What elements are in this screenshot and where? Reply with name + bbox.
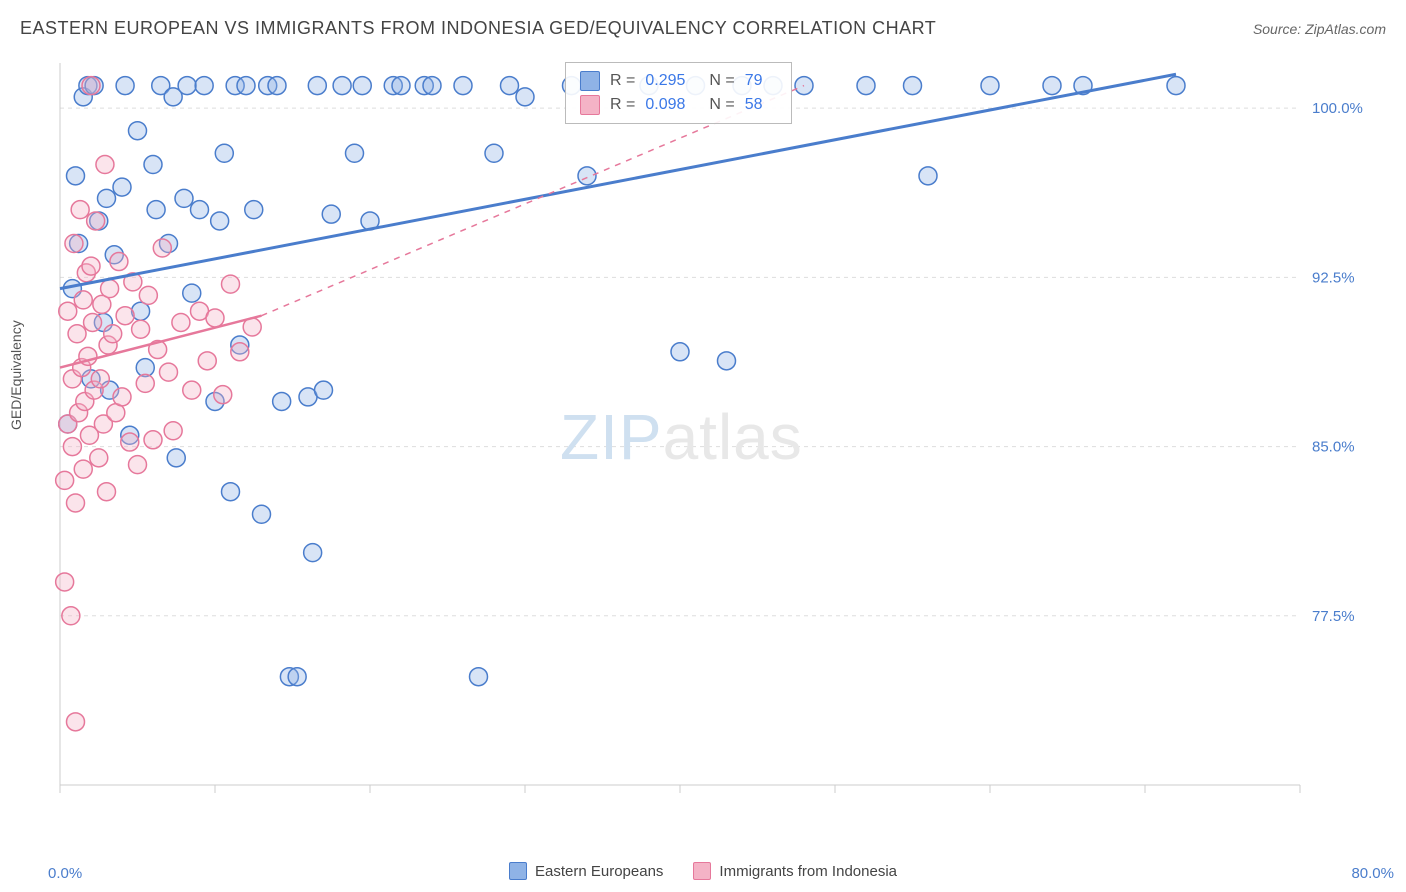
svg-text:100.0%: 100.0% [1312, 100, 1363, 117]
n-value: 58 [745, 96, 763, 114]
chart-source: Source: ZipAtlas.com [1253, 21, 1386, 37]
chart-header: EASTERN EUROPEAN VS IMMIGRANTS FROM INDO… [20, 18, 1386, 39]
n-label: N = [709, 96, 734, 114]
legend-item: Eastern Europeans [509, 862, 663, 880]
stats-row: R = 0.098 N = 58 [580, 93, 777, 117]
r-value: 0.295 [645, 72, 685, 90]
legend-bottom: Eastern Europeans Immigrants from Indone… [0, 862, 1406, 880]
legend-swatch [693, 862, 711, 880]
n-value: 79 [745, 72, 763, 90]
legend-label: Eastern Europeans [535, 863, 663, 880]
r-label: R = [610, 72, 635, 90]
scatter-plot-svg: 77.5% 85.0% 92.5% 100.0% [50, 55, 1370, 815]
y-axis-label: GED/Equivalency [8, 320, 24, 430]
legend-label: Immigrants from Indonesia [719, 863, 897, 880]
svg-text:77.5%: 77.5% [1312, 608, 1355, 625]
legend-swatch [509, 862, 527, 880]
stats-legend: R = 0.295 N = 79 R = 0.098 N = 58 [565, 62, 792, 124]
chart-plot-area: 77.5% 85.0% 92.5% 100.0% [50, 55, 1370, 815]
r-label: R = [610, 96, 635, 114]
svg-text:92.5%: 92.5% [1312, 269, 1355, 286]
svg-text:85.0%: 85.0% [1312, 439, 1355, 456]
n-label: N = [709, 72, 734, 90]
legend-swatch [580, 95, 600, 115]
stats-row: R = 0.295 N = 79 [580, 69, 777, 93]
r-value: 0.098 [645, 96, 685, 114]
legend-item: Immigrants from Indonesia [693, 862, 897, 880]
legend-swatch [580, 71, 600, 91]
chart-title: EASTERN EUROPEAN VS IMMIGRANTS FROM INDO… [20, 18, 936, 39]
